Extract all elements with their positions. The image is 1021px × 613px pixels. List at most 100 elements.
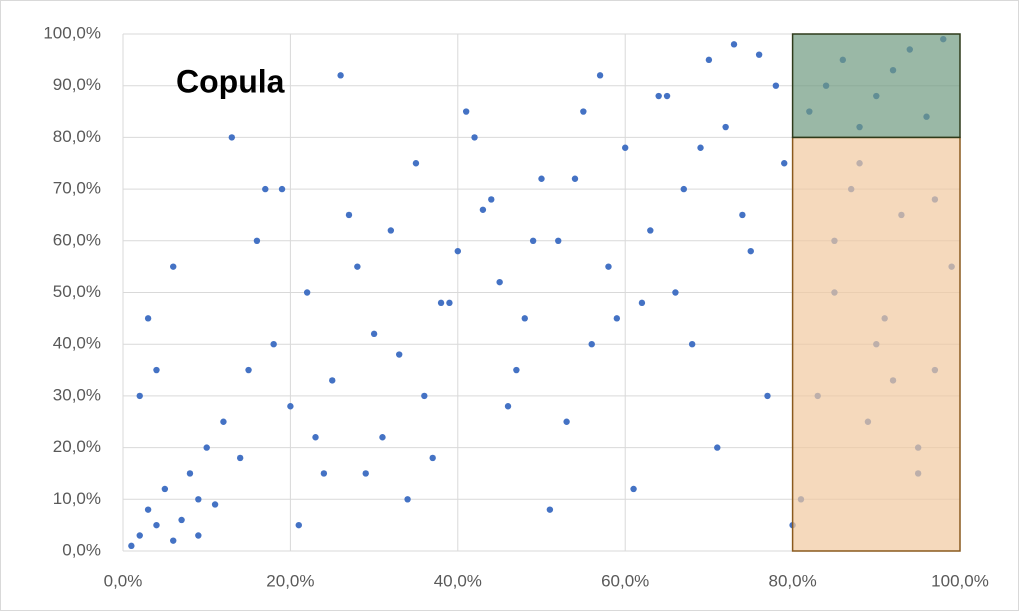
point: [747, 247, 754, 255]
regions: [791, 33, 961, 552]
point: [345, 211, 353, 219]
point: [521, 315, 528, 322]
point: [705, 56, 713, 64]
point: [647, 227, 654, 234]
point: [655, 92, 662, 100]
point: [195, 496, 202, 503]
point: [253, 237, 261, 244]
point: [714, 444, 721, 451]
point: [128, 542, 135, 550]
point: [170, 263, 177, 270]
point: [638, 299, 646, 307]
point: [605, 263, 612, 270]
point: [772, 82, 780, 89]
point: [580, 108, 587, 115]
point: [546, 506, 554, 513]
point: [429, 454, 436, 462]
point: [588, 341, 595, 348]
y-tick-label: 80,0%: [53, 127, 101, 146]
y-tick-label: 10,0%: [53, 489, 101, 508]
point: [462, 108, 470, 115]
point: [136, 392, 143, 400]
point: [329, 377, 336, 384]
point: [195, 532, 202, 539]
point: [245, 366, 252, 374]
annotation: Copula: [176, 63, 285, 99]
y-tick-label: 50,0%: [53, 282, 101, 301]
point: [270, 341, 277, 348]
point: [370, 330, 378, 338]
point: [781, 160, 788, 167]
point: [153, 366, 160, 374]
x-tick-label: 0,0%: [104, 571, 143, 590]
point: [354, 263, 361, 270]
point: [613, 315, 621, 322]
point: [220, 418, 227, 425]
point: [538, 175, 545, 182]
x-tick-label: 60,0%: [601, 571, 649, 590]
point: [287, 403, 294, 410]
point: [337, 72, 344, 79]
point: [488, 196, 495, 203]
point: [630, 485, 637, 493]
point: [387, 227, 395, 234]
point: [136, 532, 143, 539]
point: [144, 506, 152, 513]
point: [228, 134, 236, 141]
point: [680, 185, 687, 193]
point: [672, 289, 679, 296]
point: [663, 92, 671, 100]
x-tick-label: 80,0%: [768, 571, 816, 590]
y-tick-label: 100,0%: [43, 23, 101, 42]
point: [596, 72, 604, 79]
point: [755, 51, 763, 58]
point: [479, 206, 487, 213]
labels: 0,0% 10,0% 20,0% 30,0% 40,0% 50,0% 60,0% 70,0% 8…: [43, 23, 989, 590]
y-tick-label: 0,0%: [62, 540, 101, 559]
y-tick-label: 70,0%: [53, 179, 101, 198]
y-tick-label: 20,0%: [53, 437, 101, 456]
point: [421, 392, 428, 400]
point: [764, 392, 771, 400]
point: [186, 470, 194, 477]
y-tick-label: 30,0%: [53, 385, 101, 404]
point: [697, 144, 704, 151]
point: [404, 496, 411, 503]
point: [504, 403, 512, 410]
point: [211, 501, 219, 508]
point: [412, 160, 420, 167]
point: [153, 521, 160, 529]
point: [555, 237, 562, 244]
point: [529, 237, 537, 244]
point: [722, 123, 729, 131]
point: [303, 289, 311, 296]
point: [362, 470, 369, 477]
point: [513, 366, 520, 374]
point: [203, 444, 210, 451]
point: [563, 418, 570, 425]
point: [170, 537, 177, 544]
point: [312, 434, 319, 441]
point: [446, 299, 453, 307]
point: [178, 516, 185, 524]
point: [739, 211, 746, 219]
point: [396, 351, 403, 358]
highlight-region: [791, 33, 961, 139]
point: [496, 278, 503, 286]
point: [161, 485, 169, 493]
point: [454, 247, 461, 255]
point: [688, 341, 696, 348]
point: [236, 454, 244, 462]
point: [622, 144, 629, 151]
point: [571, 175, 579, 182]
point: [471, 134, 478, 141]
y-tick-label: 60,0%: [53, 230, 101, 249]
point: [144, 315, 152, 322]
point: [379, 434, 386, 441]
y-tick-label: 90,0%: [53, 75, 101, 94]
highlight-region: [791, 136, 961, 552]
point: [320, 470, 328, 477]
point: [437, 299, 445, 307]
point: [730, 41, 738, 48]
